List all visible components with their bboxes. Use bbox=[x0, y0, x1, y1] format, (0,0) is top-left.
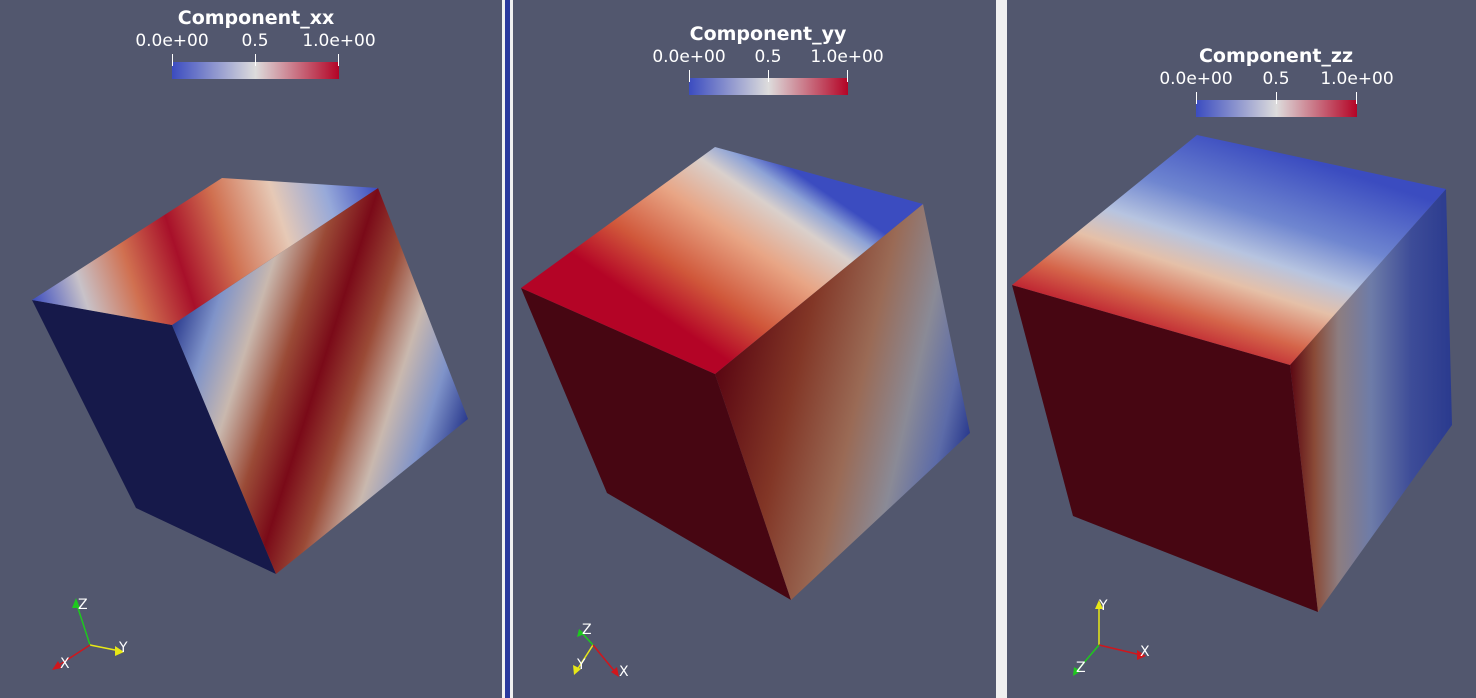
scalar-bar-tick-mid: 0.5 bbox=[241, 31, 268, 51]
cube-left-face bbox=[521, 288, 791, 600]
scalar-bar-tick-marks bbox=[172, 54, 339, 66]
cube-top-face bbox=[521, 147, 923, 374]
cube-right-face bbox=[172, 188, 468, 574]
axis-label-x: X bbox=[619, 664, 629, 680]
render-canvas-xx[interactable]: Component_xx 0.0e+00 0.5 1.0e+00 Z Y X bbox=[0, 0, 502, 698]
scalar-bar-title: Component_yy bbox=[690, 23, 847, 45]
view-splitter-2[interactable] bbox=[996, 0, 1007, 698]
cube-top-face bbox=[32, 178, 378, 325]
active-view-border bbox=[505, 0, 510, 698]
render-view-zz[interactable]: Component_zz 0.0e+00 0.5 1.0e+00 Y X Z bbox=[1007, 0, 1476, 698]
scalar-bar-title: Component_zz bbox=[1199, 45, 1353, 67]
scalar-bar-gradient[interactable] bbox=[689, 78, 848, 95]
scalar-bar-title: Component_xx bbox=[178, 7, 334, 29]
scalar-bar-tick-min: 0.0e+00 bbox=[1159, 69, 1232, 89]
axis-label-x: X bbox=[1140, 644, 1150, 660]
scalar-bar-gradient[interactable] bbox=[172, 62, 339, 79]
axis-label-z: Z bbox=[78, 597, 88, 613]
scalar-bar-gradient[interactable] bbox=[1196, 100, 1357, 117]
axis-label-x: X bbox=[60, 656, 70, 672]
view-splitter-1[interactable] bbox=[502, 0, 513, 698]
cube-left-face bbox=[32, 300, 276, 574]
scalar-bar-tick-min: 0.0e+00 bbox=[135, 31, 208, 51]
render-view-yy[interactable]: Component_yy 0.0e+00 0.5 1.0e+00 Z Y X bbox=[513, 0, 996, 698]
orientation-axes: Y X Z bbox=[1073, 598, 1150, 676]
scalar-bar-tick-mid: 0.5 bbox=[754, 47, 781, 67]
scalar-bar-tick-marks bbox=[689, 70, 848, 82]
scalar-bar-tick-max: 1.0e+00 bbox=[810, 47, 883, 67]
axis-label-y: Y bbox=[1098, 598, 1108, 614]
cube-right-face bbox=[1290, 189, 1452, 612]
render-canvas-yy[interactable]: Component_yy 0.0e+00 0.5 1.0e+00 Z Y X bbox=[513, 0, 996, 698]
axis-label-z: Z bbox=[1076, 660, 1086, 676]
orientation-axes: Z Y X bbox=[573, 622, 629, 680]
axis-label-z: Z bbox=[582, 622, 592, 638]
render-view-xx[interactable]: Component_xx 0.0e+00 0.5 1.0e+00 Z Y X bbox=[0, 0, 502, 698]
cube-top-face bbox=[1012, 135, 1446, 365]
orientation-axes: Z Y X bbox=[52, 597, 128, 672]
cube-left-face bbox=[1012, 285, 1318, 612]
scalar-bar-tick-max: 1.0e+00 bbox=[1320, 69, 1393, 89]
scalar-bar-tick-mid: 0.5 bbox=[1262, 69, 1289, 89]
scalar-bar-tick-max: 1.0e+00 bbox=[302, 31, 375, 51]
scalar-bar-tick-marks bbox=[1196, 92, 1357, 104]
axis-label-y: Y bbox=[118, 640, 128, 656]
render-canvas-zz[interactable]: Component_zz 0.0e+00 0.5 1.0e+00 Y X Z bbox=[1007, 0, 1476, 698]
scalar-bar-tick-min: 0.0e+00 bbox=[652, 47, 725, 67]
axis-label-y: Y bbox=[576, 657, 586, 673]
cube-right-face bbox=[715, 204, 970, 600]
